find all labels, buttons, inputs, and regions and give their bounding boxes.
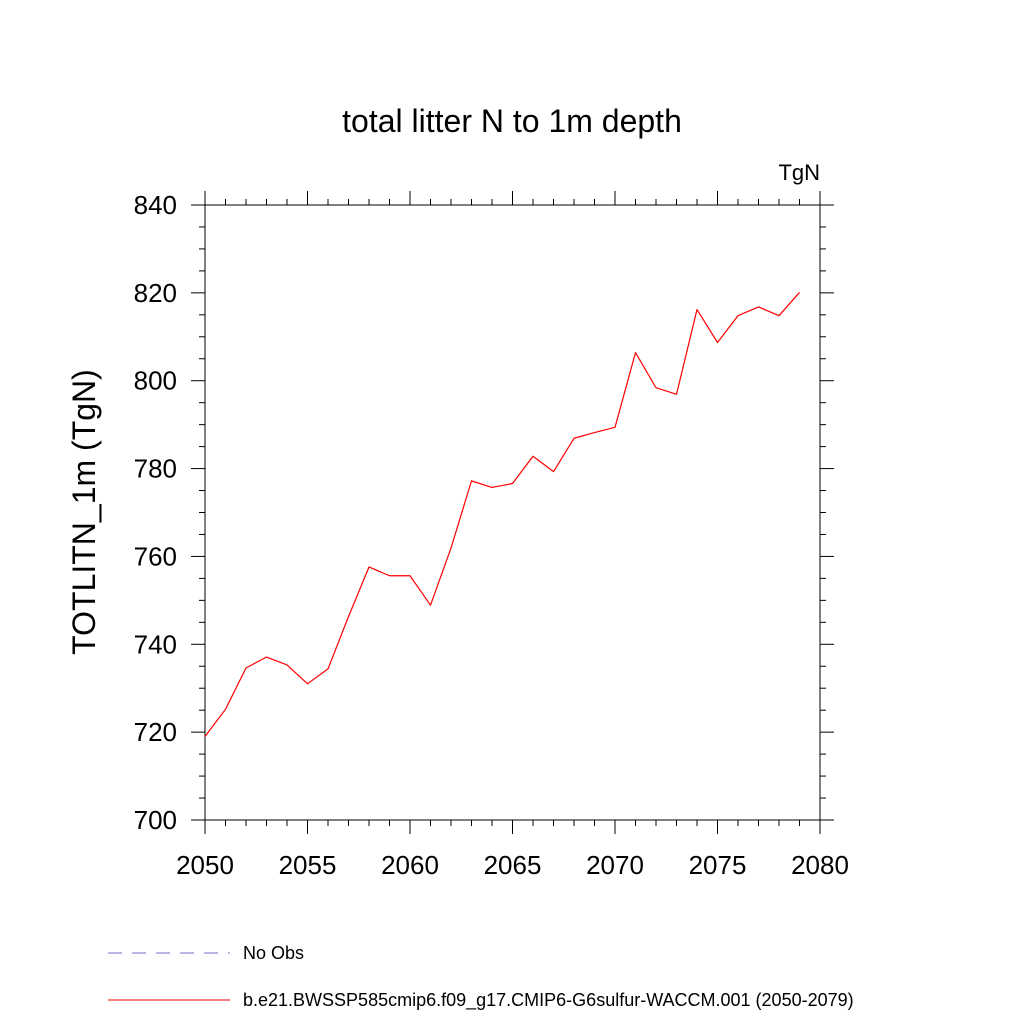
- units-label: TgN: [778, 160, 820, 185]
- y-tick-label: 760: [134, 541, 177, 571]
- legend-label: No Obs: [243, 943, 304, 963]
- legend: No Obs b.e21.BWSSP585cmip6.f09_g17.CMIP6-…: [108, 943, 854, 1011]
- series-line-1: [204, 292, 800, 737]
- x-tick-label: 2055: [279, 850, 337, 880]
- tick-labels: 2050 2055 2060 2065 2070 2075 2080 700 720 740 760…: [134, 190, 849, 880]
- series-layer: [204, 292, 800, 737]
- y-tick-label: 800: [134, 366, 177, 396]
- y-tick-label: 720: [134, 717, 177, 747]
- x-tick-label: 2070: [586, 850, 644, 880]
- y-axis-label: TOTLITN_1m (TgN): [66, 369, 102, 655]
- x-tick-label: 2075: [689, 850, 747, 880]
- y-tick-label: 740: [134, 629, 177, 659]
- x-tick-label: 2065: [484, 850, 542, 880]
- tick-marks: [191, 191, 834, 834]
- legend-label: b.e21.BWSSP585cmip6.f09_g17.CMIP6-G6sulf…: [243, 990, 854, 1011]
- x-tick-label: 2060: [381, 850, 439, 880]
- x-tick-label: 2080: [791, 850, 849, 880]
- plot-frame: [204, 204, 821, 821]
- y-tick-label: 840: [134, 190, 177, 220]
- y-tick-label: 780: [134, 454, 177, 484]
- y-tick-label: 820: [134, 278, 177, 308]
- chart-title: total litter N to 1m depth: [342, 103, 682, 139]
- x-tick-label: 2050: [176, 850, 234, 880]
- y-tick-label: 700: [134, 805, 177, 835]
